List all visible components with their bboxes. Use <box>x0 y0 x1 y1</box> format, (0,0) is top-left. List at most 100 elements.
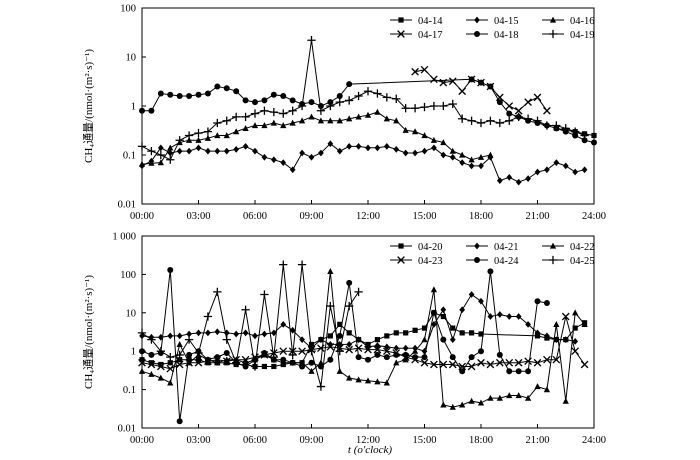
bottom-data-point <box>355 336 362 344</box>
bottom-data-point <box>421 336 428 343</box>
bottom-x-tick-label: 09:00 <box>300 435 324 446</box>
bottom-data-point <box>308 341 315 348</box>
top-data-point <box>242 142 249 150</box>
top-data-point <box>233 88 240 95</box>
top-data-point <box>506 110 513 117</box>
top-series-line <box>141 40 585 161</box>
bottom-data-point <box>346 374 353 381</box>
bottom-data-point <box>393 351 400 358</box>
bottom-data-point <box>421 325 428 331</box>
bottom-series-04-24 <box>139 267 550 425</box>
bottom-data-point <box>346 341 353 348</box>
bottom-data-point <box>496 351 503 358</box>
top-data-point <box>478 162 484 170</box>
top-data-point <box>280 122 287 129</box>
top-legend-marker <box>397 30 405 38</box>
top-series-line <box>414 69 548 112</box>
top-legend-label: 04-15 <box>494 16 519 27</box>
top-data-point <box>346 81 353 88</box>
bottom-data-point <box>448 360 457 369</box>
bottom-data-point <box>242 359 249 366</box>
bottom-data-point <box>242 329 249 337</box>
top-data-point <box>280 159 287 166</box>
top-data-point <box>449 153 456 161</box>
bottom-legend-label: 04-20 <box>418 242 443 253</box>
bottom-data-point <box>552 355 561 364</box>
bottom-data-point <box>383 354 390 361</box>
top-data-point <box>477 153 485 160</box>
bottom-data-point <box>440 336 447 343</box>
bottom-data-point <box>534 298 541 305</box>
top-legend-marker <box>474 16 480 24</box>
bottom-data-point <box>459 330 465 336</box>
bottom-series-04-22 <box>138 267 588 410</box>
bottom-data-point <box>308 359 315 366</box>
bottom-data-point <box>477 399 485 406</box>
bottom-data-point <box>299 336 305 344</box>
bottom-data-point <box>553 320 560 327</box>
top-data-point <box>487 151 494 158</box>
top-legend-label: 04-14 <box>418 16 443 27</box>
top-data-point <box>184 131 194 140</box>
top-data-point <box>186 147 192 155</box>
bottom-data-point <box>288 350 297 360</box>
top-data-point <box>439 101 448 111</box>
top-data-point <box>252 99 258 106</box>
top-data-point <box>175 136 184 145</box>
bottom-legend-label: 04-22 <box>570 242 595 253</box>
bottom-legend-marker <box>549 242 557 249</box>
bottom-data-point <box>250 362 260 371</box>
bottom-data-point <box>373 345 382 354</box>
bottom-data-point <box>184 335 194 344</box>
bottom-data-point <box>449 336 456 344</box>
top-data-point <box>157 144 164 152</box>
top-data-point <box>581 137 588 144</box>
bottom-data-point <box>487 394 494 401</box>
top-data-point <box>523 114 533 123</box>
bottom-series-line <box>141 269 547 422</box>
top-data-point <box>233 146 240 153</box>
top-data-point <box>515 178 522 186</box>
bottom-data-point <box>298 359 306 366</box>
top-data-point <box>580 131 589 140</box>
top-series-04-18 <box>139 76 597 146</box>
top-series-line <box>141 111 491 165</box>
bottom-data-point <box>166 352 175 362</box>
top-legend: 04-14 04-15 04-16 04-17 04-18 04-19 <box>390 16 595 41</box>
bottom-data-point <box>412 327 418 333</box>
top-data-point <box>289 119 296 126</box>
top-data-point <box>223 85 230 92</box>
top-data-point <box>195 144 202 152</box>
bottom-data-point <box>280 320 287 328</box>
bottom-data-point <box>402 356 409 363</box>
top-data-point <box>421 147 428 155</box>
top-y-tick-label: 0.01 <box>118 200 136 211</box>
top-data-point <box>336 93 343 99</box>
bottom-y-tick-label: 1 000 <box>112 232 136 243</box>
top-data-point <box>167 144 174 151</box>
top-data-point <box>354 91 363 101</box>
top-x-tick-label: 24:00 <box>582 211 606 222</box>
top-data-point <box>524 98 532 106</box>
top-data-point <box>430 136 438 143</box>
top-data-point <box>459 151 466 158</box>
bottom-data-point <box>364 377 372 384</box>
top-data-point <box>412 149 418 157</box>
top-data-point <box>233 128 240 135</box>
bottom-data-point <box>156 362 165 371</box>
top-data-point <box>261 122 268 129</box>
bottom-data-point <box>543 355 551 364</box>
bottom-data-point <box>214 328 221 336</box>
top-data-point <box>562 162 569 170</box>
top-x-tick-label: 18:00 <box>469 211 493 222</box>
top-data-point <box>186 93 193 99</box>
top-data-point <box>336 147 343 155</box>
bottom-data-point <box>204 356 211 363</box>
bottom-data-point <box>241 355 250 364</box>
top-data-point <box>297 101 307 111</box>
bottom-data-point <box>355 354 362 361</box>
bottom-data-point <box>430 309 437 316</box>
top-data-point <box>137 142 147 151</box>
bottom-data-point <box>534 329 541 337</box>
top-data-point <box>411 67 419 76</box>
